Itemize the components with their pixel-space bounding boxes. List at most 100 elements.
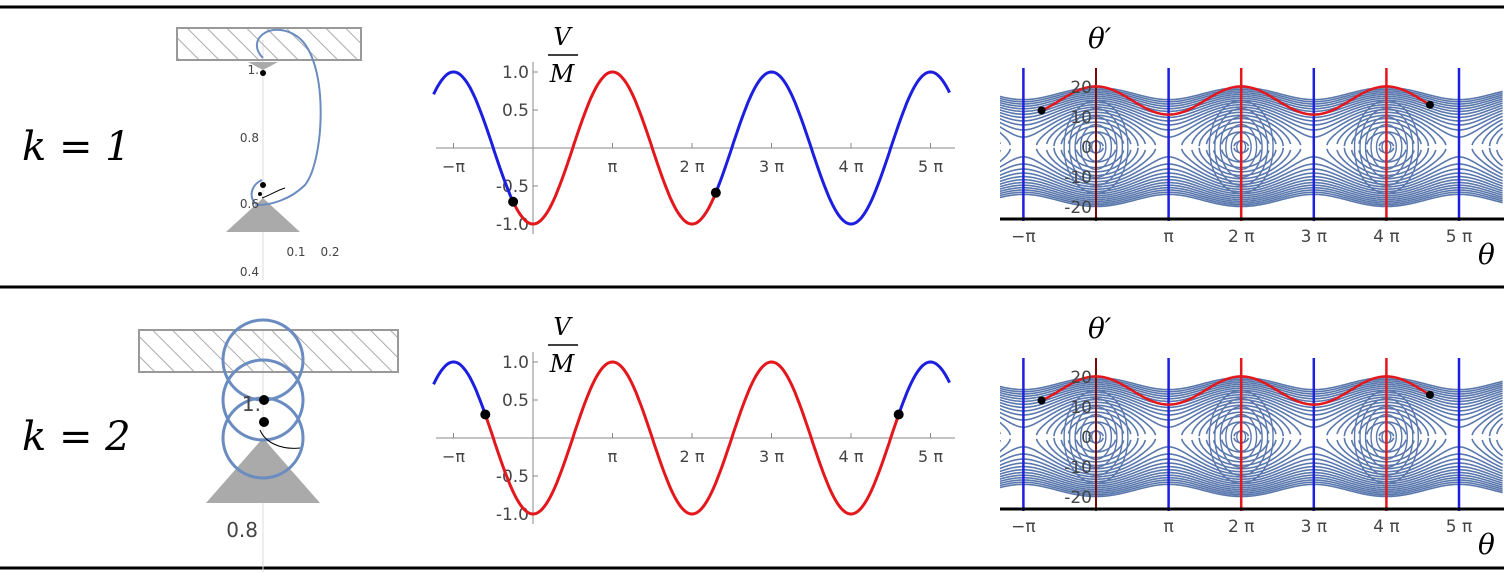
- x-tick-label: 5 π: [918, 157, 943, 176]
- phase-marker: [1425, 100, 1434, 109]
- mech-x-tick: 0.2: [320, 245, 339, 259]
- y-tick-label: 0.5: [502, 391, 529, 411]
- contour-line: [1000, 476, 1503, 493]
- phase-x-tick: 2 π: [1228, 517, 1254, 537]
- contour-line: [1000, 90, 1503, 105]
- mech-point: [259, 417, 269, 427]
- k-label: k = 1: [22, 124, 131, 170]
- potential-marker: [480, 409, 491, 420]
- y-tick-label: -0.5: [496, 467, 529, 487]
- phase-y-tick: -20: [1064, 198, 1092, 218]
- contour-line: [1000, 97, 1503, 116]
- base-triangle: [206, 438, 320, 503]
- contour-line: [1000, 481, 1503, 496]
- phase-marker: [1037, 396, 1046, 405]
- y-tick-label: -1.0: [496, 215, 529, 235]
- contour-line: [1000, 184, 1503, 201]
- mech-y-tick: 0.8: [240, 131, 259, 145]
- phase-y-tick: 0: [1081, 428, 1092, 448]
- k-label: k = 2: [22, 414, 131, 460]
- x-tick-label: 5 π: [918, 447, 943, 466]
- contour-line: [1000, 453, 1503, 478]
- pendulum-path: [250, 28, 322, 207]
- trajectory-red: [1041, 85, 1431, 116]
- y-tick-label: 1.0: [502, 63, 529, 83]
- base-triangle: [226, 198, 300, 232]
- y-tick-label: 1.0: [502, 353, 529, 373]
- phase-x-tick: 4 π: [1373, 227, 1399, 247]
- x-tick-label: 3 π: [759, 447, 784, 466]
- phase-x-tick: −π: [1011, 227, 1035, 247]
- y-label-num: V: [553, 23, 573, 51]
- contour-line: [1000, 380, 1503, 395]
- potential-marker: [710, 187, 721, 198]
- x-tick-label: −π: [442, 447, 465, 466]
- phase-x-tick: 5 π: [1446, 227, 1472, 247]
- trajectory-red: [1041, 375, 1431, 406]
- x-tick-label: 2 π: [680, 157, 705, 176]
- mech-y-tick: 0.4: [240, 265, 259, 279]
- phase-y-tick: -10: [1064, 458, 1092, 478]
- mech-y-tick: 0.8: [226, 518, 258, 542]
- pendulum-loop: [221, 358, 305, 442]
- phase-y-label: θ′: [1088, 22, 1112, 55]
- x-tick-label: π: [608, 447, 618, 466]
- contour-line: [1000, 483, 1503, 498]
- mech-point: [258, 192, 262, 196]
- potential-plot: 1.0 0.5 -0.5 -1.0 −π π 2 π 3 π 4 π 5 π VM: [432, 23, 955, 235]
- phase-marker: [1037, 106, 1046, 115]
- phase-portrait: 20 10 0 -10 -20 −π π 2 π 3 π 4 π 5 π θ′ θ: [1000, 312, 1504, 561]
- contour-line: [1000, 106, 1503, 131]
- tangent-mark: [261, 187, 286, 199]
- mech-point: [259, 395, 269, 405]
- contour-line: [1000, 172, 1503, 193]
- mech-point: [260, 70, 266, 76]
- potential-blue-curve: [897, 360, 951, 416]
- phase-y-tick: -20: [1064, 488, 1092, 508]
- contour-line: [1000, 93, 1503, 110]
- x-tick-label: 2 π: [680, 447, 705, 466]
- contour-line: [1000, 95, 1503, 113]
- ceiling-wedge: [248, 62, 278, 70]
- contour-line: [1000, 186, 1503, 203]
- phase-y-label: θ′: [1088, 312, 1112, 345]
- potential-blue-curve: [714, 70, 951, 226]
- y-label-den: M: [549, 60, 576, 88]
- mech-y-tick: 1.: [242, 392, 261, 416]
- contour-line: [1000, 465, 1503, 485]
- phase-x-tick: −π: [1011, 517, 1035, 537]
- contour-line: [1000, 189, 1503, 204]
- y-tick-label: -1.0: [496, 505, 529, 525]
- y-tick-label: 0.5: [502, 101, 529, 121]
- phase-y-tick: 10: [1070, 398, 1092, 418]
- ceiling-block: [138, 329, 399, 373]
- contour-line: [1000, 385, 1503, 403]
- mech-point: [260, 182, 266, 188]
- phase-y-tick: 10: [1070, 108, 1092, 128]
- mech-y-tick: 1.: [248, 63, 259, 77]
- phase-x-tick: 3 π: [1301, 517, 1327, 537]
- contour-line: [1000, 462, 1503, 483]
- potential-marker: [508, 196, 519, 207]
- phase-x-tick: π: [1163, 227, 1173, 247]
- y-tick-label: -0.5: [496, 177, 529, 197]
- x-tick-label: 4 π: [839, 447, 864, 466]
- potential-plot: 1.0 0.5 -0.5 -1.0 −π π 2 π 3 π 4 π 5 π VM: [432, 313, 955, 525]
- contour-line: [1000, 396, 1503, 421]
- phase-y-tick: 20: [1070, 78, 1092, 98]
- contour-line: [1000, 99, 1503, 119]
- contour-line: [1000, 191, 1503, 206]
- contour-line: [1000, 471, 1503, 489]
- x-tick-label: π: [608, 157, 618, 176]
- phase-x-label: θ: [1478, 528, 1495, 561]
- phase-marker: [1425, 390, 1434, 399]
- phase-y-tick: 0: [1081, 138, 1092, 158]
- phase-x-tick: 3 π: [1301, 227, 1327, 247]
- potential-red-curve: [483, 360, 901, 516]
- contour-line: [1000, 175, 1503, 195]
- contour-line: [1000, 389, 1503, 409]
- contour-line: [1000, 101, 1503, 122]
- phase-y-tick: -10: [1064, 168, 1092, 188]
- potential-marker: [893, 409, 904, 420]
